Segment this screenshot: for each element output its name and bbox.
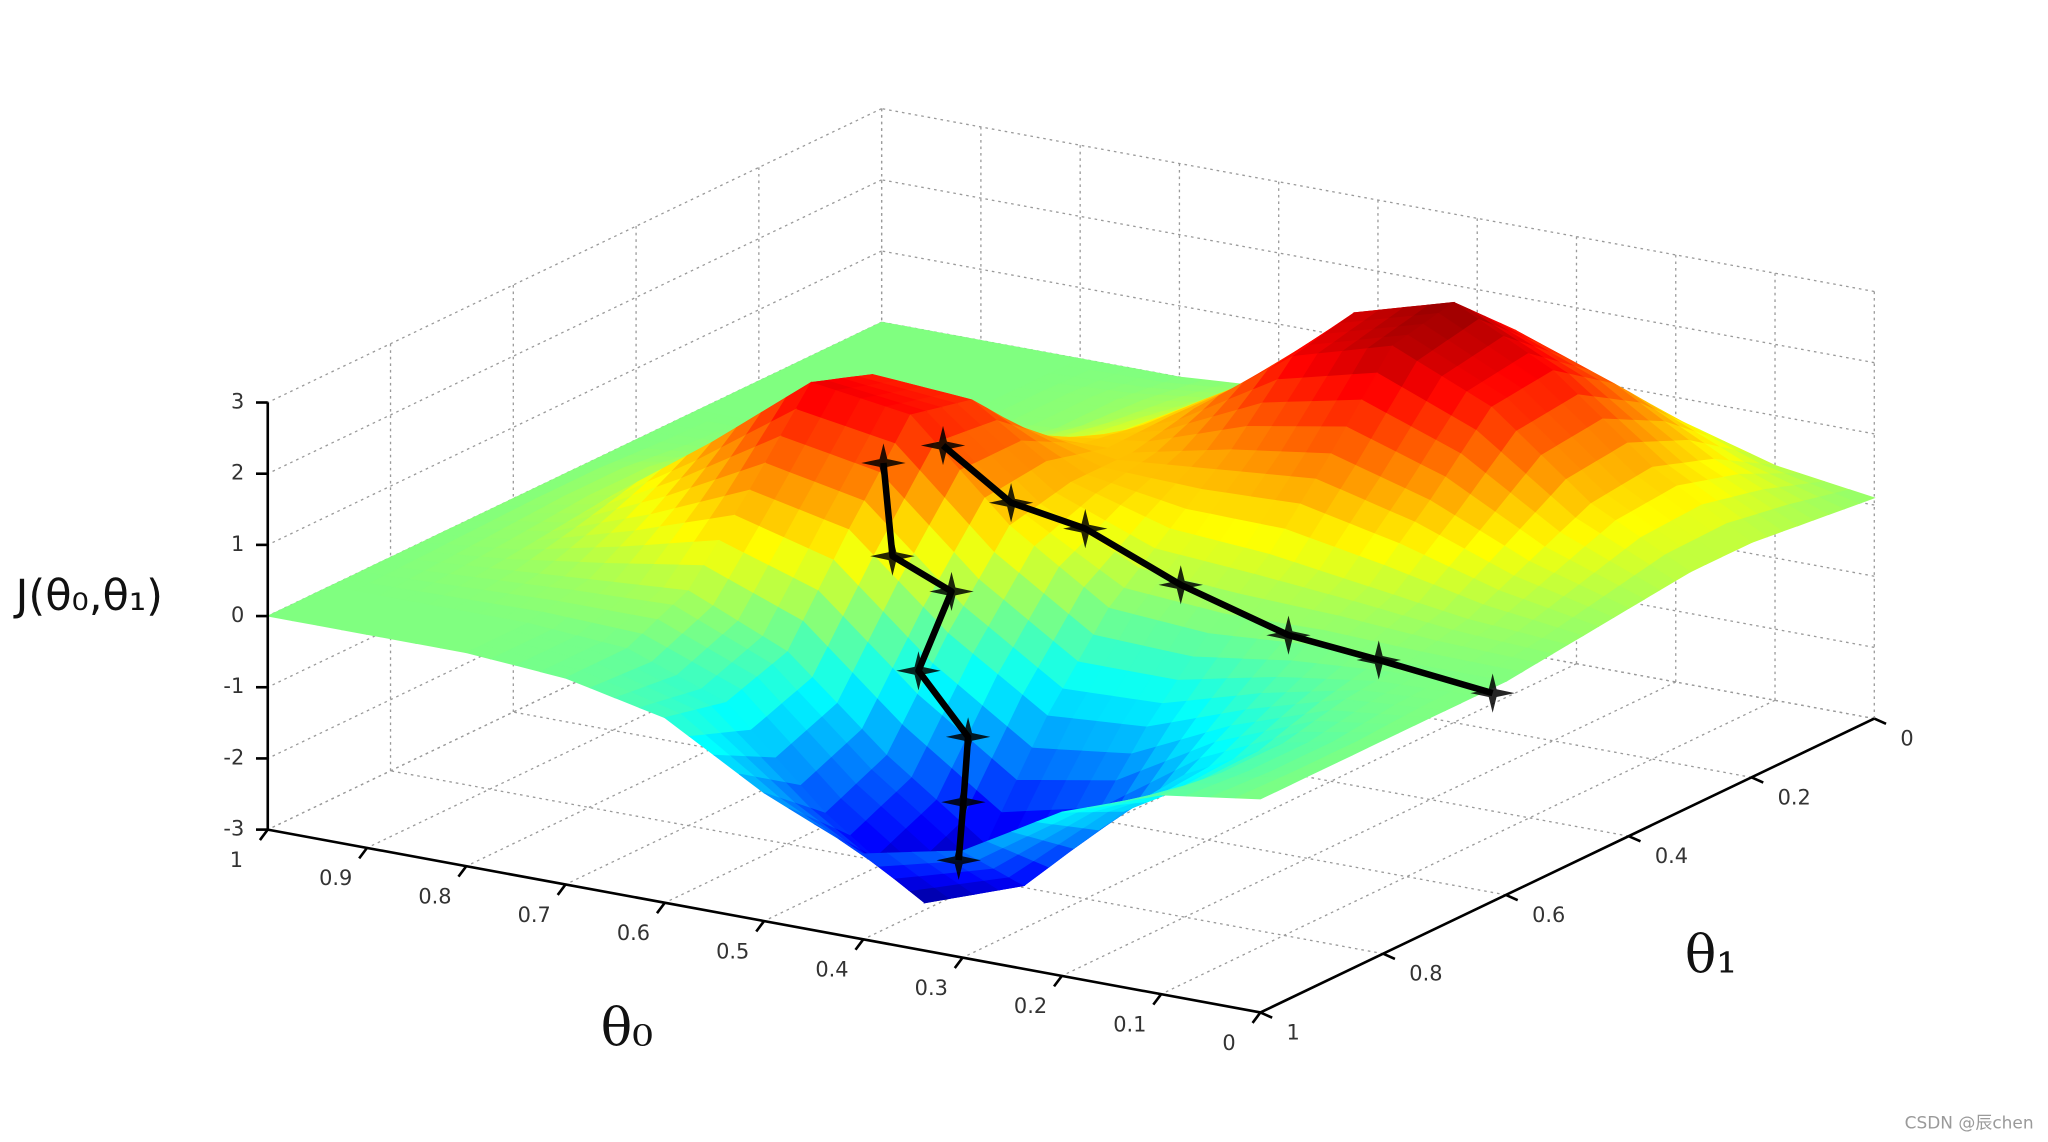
z-tick-label: -2	[223, 745, 244, 769]
grid-line	[267, 250, 882, 546]
path-layer	[861, 425, 1515, 880]
descent-step	[1266, 615, 1311, 655]
tick-mark	[1152, 993, 1163, 1006]
x-tick-label: 0.4	[815, 958, 848, 982]
x-tick-label: 0.2	[1014, 994, 1047, 1018]
tick-mark	[258, 828, 269, 841]
axis-line	[1259, 717, 1875, 1014]
z-tick-label: -1	[223, 674, 244, 698]
descent-step	[936, 840, 981, 880]
tick-mark	[953, 956, 964, 969]
tick-mark	[1251, 1011, 1262, 1024]
descent-step	[941, 782, 986, 822]
y-tick-label: 0.2	[1778, 785, 1811, 809]
x-tick-label: 0.6	[617, 921, 650, 945]
tick-mark	[854, 938, 865, 951]
tick-mark	[1750, 776, 1764, 784]
x-tick-label: 0.8	[418, 885, 451, 909]
z-tick-label: 1	[231, 532, 244, 556]
x-tick-label: 0.9	[319, 866, 352, 890]
tick-mark	[1873, 717, 1887, 726]
y-tick-label: 0.8	[1409, 962, 1442, 986]
descent-step	[870, 536, 915, 576]
x-tick-label: 0.7	[518, 903, 551, 927]
tick-mark	[1505, 893, 1519, 902]
descent-step	[929, 571, 974, 612]
z-tick-label: -3	[223, 817, 244, 841]
z-axis-title: J(θ₀,θ₁)	[13, 571, 163, 621]
y-tick-label: 1	[1287, 1020, 1300, 1044]
grid-line	[881, 107, 1875, 293]
x-tick-label: 0.5	[716, 939, 749, 963]
y-tick-label: 0.6	[1532, 903, 1565, 927]
descent-step	[896, 651, 941, 691]
x-tick-label: 0	[1222, 1031, 1235, 1055]
tick-mark	[556, 883, 567, 896]
grid-line	[267, 108, 882, 404]
x-axis-title: θ₀	[601, 999, 653, 1059]
z-tick-label: 0	[231, 603, 244, 627]
axis-layer: -3 -2 -1 0 1 2 3 0 0.1 0.2 0.3 0.4 0.5 0.6 0.7 0.8 0.9 1 0…	[223, 390, 1913, 1055]
descent-step	[1063, 509, 1108, 549]
tick-mark	[755, 920, 766, 933]
descent-step	[1158, 565, 1203, 605]
x-tick-label: 0.1	[1113, 1013, 1146, 1037]
grid-line	[1160, 699, 1776, 995]
descent-step	[988, 483, 1034, 523]
grid-line	[267, 179, 882, 475]
watermark: CSDN @辰chen	[1905, 1113, 2034, 1133]
tick-mark	[1259, 1011, 1273, 1019]
tick-mark	[358, 847, 369, 860]
grid-line	[881, 179, 1875, 364]
tick-mark	[1628, 834, 1642, 843]
z-tick-label: 2	[231, 461, 244, 485]
descent-step	[920, 425, 966, 466]
tick-mark	[457, 865, 468, 878]
grid-line	[962, 663, 1577, 959]
grid-line	[1061, 681, 1677, 977]
z-tick-label: 3	[231, 390, 244, 414]
descent-step	[945, 717, 991, 757]
x-tick-label: 0.3	[915, 976, 948, 1000]
y-axis-title: θ₁	[1685, 925, 1737, 985]
descent-step	[1470, 673, 1515, 713]
y-tick-label: 0.4	[1655, 844, 1688, 868]
tick-mark	[1382, 952, 1396, 961]
x-tick-label: 1	[230, 848, 243, 872]
tick-mark	[655, 901, 666, 914]
y-tick-label: 0	[1900, 726, 1913, 750]
surface-patch	[1235, 790, 1277, 800]
descent-step	[861, 443, 906, 483]
axis-line	[267, 828, 1261, 1014]
surface-layer	[266, 301, 1876, 904]
tick-mark	[1052, 975, 1063, 988]
descent-step	[1356, 640, 1401, 680]
